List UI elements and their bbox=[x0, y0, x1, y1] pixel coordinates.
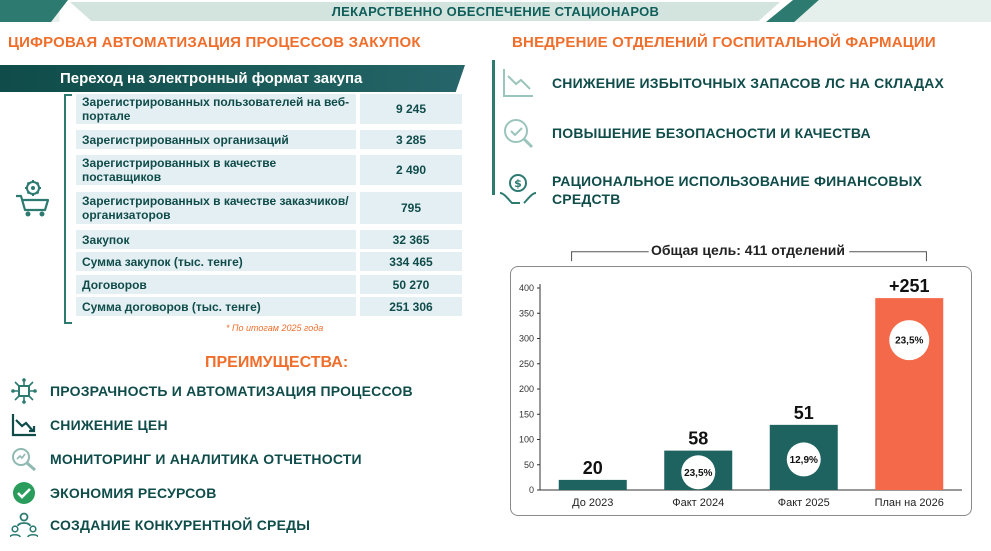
footnote: * По итогам 2025 года bbox=[226, 323, 324, 333]
header-band bbox=[70, 2, 780, 21]
pharmacy-benefit-item: СНИЖЕНИЕ ИЗБЫТОЧНЫХ ЗАПАСОВ ЛС НА СКЛАДА… bbox=[498, 63, 944, 103]
table-row: Договоров 50 270 bbox=[76, 275, 462, 294]
advantages-title: ПРЕИМУЩЕСТВА: bbox=[205, 354, 349, 371]
table-title: Переход на электронный формат закупа bbox=[0, 65, 465, 92]
advantage-item: СОЗДАНИЕ КОНКУРЕНТНОЙ СРЕДЫ bbox=[8, 512, 310, 538]
table-row: Закупок 32 365 bbox=[76, 230, 462, 249]
category-label: План на 2026 bbox=[875, 497, 944, 509]
people-network-icon bbox=[8, 512, 40, 538]
percent-label: 23,5% bbox=[684, 468, 712, 479]
table-row: Зарегистрированных организаций 3 285 bbox=[76, 130, 462, 149]
goal-label: Общая цель: 411 отделений bbox=[651, 242, 845, 258]
left-section-title: ЦИФРОВАЯ АВТОМАТИЗАЦИЯ ПРОЦЕССОВ ЗАКУПОК bbox=[8, 34, 421, 51]
category-label: Факт 2025 bbox=[778, 497, 830, 509]
row-label: Зарегистрированных в качестве заказчиков… bbox=[76, 192, 356, 224]
row-value: 50 270 bbox=[360, 275, 462, 294]
y-tick-label: 0 bbox=[529, 485, 534, 495]
pharmacy-benefit-label: РАЦИОНАЛЬНОЕ ИСПОЛЬЗОВАНИЕ ФИНАНСОВЫХ СР… bbox=[552, 173, 923, 207]
header-corner-right-inner bbox=[794, 0, 991, 22]
row-value: 9 245 bbox=[360, 94, 462, 124]
percent-badge bbox=[889, 320, 930, 361]
data-label: 51 bbox=[794, 403, 814, 423]
trend-down-icon bbox=[498, 63, 538, 103]
row-label: Зарегистрированных в качестве поставщико… bbox=[76, 155, 356, 185]
bar-chart: 0 50 100 150 200 250 300 350 400 20 До 2023 58 Факт … bbox=[519, 276, 962, 509]
row-value: 32 365 bbox=[360, 230, 462, 249]
advantage-label: СОЗДАНИЕ КОНКУРЕНТНОЙ СРЕДЫ bbox=[50, 517, 311, 533]
advantage-label: ЭКОНОМИЯ РЕСУРСОВ bbox=[50, 485, 217, 501]
header-corner-left bbox=[0, 0, 68, 22]
pharmacy-benefit-label: ПОВЫШЕНИЕ БЕЗОПАСНОСТИ И КАЧЕСТВА bbox=[552, 125, 871, 141]
row-label: Сумма договоров (тыс. тенге) bbox=[76, 297, 356, 316]
advantage-item: МОНИТОРИНГ И АНАЛИТИКА ОТЧЕТНОСТИ bbox=[8, 446, 362, 472]
row-value: 795 bbox=[360, 192, 462, 224]
percent-badge bbox=[786, 442, 821, 477]
y-tick-label: 350 bbox=[519, 308, 534, 318]
y-tick-label: 300 bbox=[519, 334, 534, 344]
category-label: Факт 2024 bbox=[672, 497, 724, 509]
page-title: ЛЕКАРСТВЕННО ОБЕСПЕЧЕНИЕ СТАЦИОНАРОВ bbox=[331, 4, 660, 19]
quality-check-icon bbox=[498, 113, 538, 153]
table-row: Сумма договоров (тыс. тенге) 251 306 bbox=[76, 297, 462, 316]
row-value: 251 306 bbox=[360, 297, 462, 316]
pharmacy-benefit-item: ПОВЫШЕНИЕ БЕЗОПАСНОСТИ И КАЧЕСТВА bbox=[498, 113, 871, 153]
table-row: Зарегистрированных в качестве поставщико… bbox=[76, 155, 462, 185]
row-label: Зарегистрированных пользователей на веб-… bbox=[76, 94, 356, 124]
percent-badge bbox=[681, 455, 716, 490]
bar bbox=[558, 479, 627, 490]
percent-label: 23,5% bbox=[895, 336, 923, 347]
advantage-label: ПРОЗРАЧНОСТЬ И АВТОМАТИЗАЦИЯ ПРОЦЕССОВ bbox=[50, 383, 413, 399]
data-label: +251 bbox=[889, 276, 930, 296]
network-chip-icon bbox=[8, 378, 40, 404]
advantage-label: СНИЖЕНИЕ ЦЕН bbox=[50, 417, 168, 433]
row-value: 3 285 bbox=[360, 130, 462, 149]
right-divider bbox=[492, 60, 495, 195]
table-bracket bbox=[64, 94, 72, 324]
magnifier-chart-icon bbox=[8, 446, 40, 472]
row-label: Сумма закупок (тыс. тенге) bbox=[76, 252, 356, 271]
y-tick-label: 200 bbox=[519, 384, 534, 394]
cart-gear-icon bbox=[16, 180, 50, 217]
row-value: 334 465 bbox=[360, 252, 462, 271]
pharmacy-benefit-item: $ РАЦИОНАЛЬНОЕ ИСПОЛЬЗОВАНИЕ ФИНАНСОВЫХ … bbox=[498, 170, 952, 210]
category-label: До 2023 bbox=[572, 497, 613, 509]
row-label: Договоров bbox=[76, 275, 356, 294]
right-section-title: ВНЕДРЕНИЕ ОТДЕЛЕНИЙ ГОСПИТАЛЬНОЙ ФАРМАЦИ… bbox=[512, 34, 936, 51]
row-label: Зарегистрированных организаций bbox=[76, 130, 356, 149]
advantage-item: СНИЖЕНИЕ ЦЕН bbox=[8, 412, 168, 438]
y-tick-label: 150 bbox=[519, 409, 534, 419]
y-tick-label: 250 bbox=[519, 359, 534, 369]
percent-label: 12,9% bbox=[790, 455, 818, 466]
y-tick-label: 400 bbox=[519, 283, 534, 293]
advantage-label: МОНИТОРИНГ И АНАЛИТИКА ОТЧЕТНОСТИ bbox=[50, 451, 362, 467]
data-label: 58 bbox=[688, 429, 708, 449]
trend-down-icon bbox=[8, 412, 40, 438]
row-value: 2 490 bbox=[360, 155, 462, 185]
money-hands-icon: $ bbox=[498, 170, 538, 210]
svg-text:$: $ bbox=[514, 177, 522, 190]
pharmacy-benefit-label: СНИЖЕНИЕ ИЗБЫТОЧНЫХ ЗАПАСОВ ЛС НА СКЛАДА… bbox=[552, 75, 945, 91]
advantage-item: ЭКОНОМИЯ РЕСУРСОВ bbox=[8, 480, 217, 506]
table-row: Зарегистрированных пользователей на веб-… bbox=[76, 94, 462, 124]
row-label: Закупок bbox=[76, 230, 356, 249]
y-tick-label: 100 bbox=[519, 435, 534, 445]
data-label: 20 bbox=[583, 458, 603, 478]
table-row: Сумма закупок (тыс. тенге) 334 465 bbox=[76, 252, 462, 271]
advantage-item: ПРОЗРАЧНОСТЬ И АВТОМАТИЗАЦИЯ ПРОЦЕССОВ bbox=[8, 378, 413, 404]
check-circle-icon bbox=[8, 480, 40, 506]
y-tick-label: 50 bbox=[524, 460, 534, 470]
goal-brace bbox=[571, 251, 927, 262]
table-row: Зарегистрированных в качестве заказчиков… bbox=[76, 192, 462, 224]
